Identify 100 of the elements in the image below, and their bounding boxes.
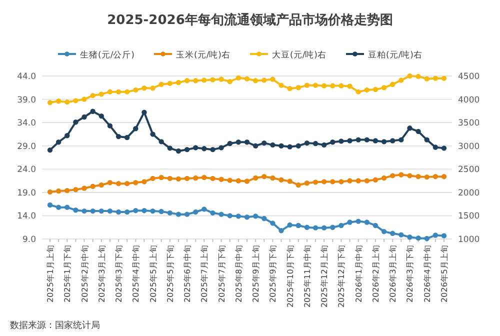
point <box>133 126 138 132</box>
point <box>432 144 438 150</box>
point <box>124 209 130 215</box>
point <box>270 142 276 148</box>
point <box>347 220 352 225</box>
point <box>441 76 447 81</box>
source-note: 数据来源：国家统计局 <box>10 320 100 331</box>
x-tick-label: 2025年2月中旬 <box>80 245 90 302</box>
point <box>278 228 284 234</box>
point <box>142 110 147 115</box>
point <box>73 120 78 125</box>
point <box>210 210 216 216</box>
point <box>372 222 378 228</box>
legend-label: 玉米(元/吨)右 <box>176 50 230 60</box>
point <box>321 142 327 148</box>
point <box>398 78 404 83</box>
point <box>262 78 267 83</box>
point <box>356 218 361 224</box>
point <box>312 140 318 146</box>
point <box>202 174 207 180</box>
point <box>287 222 292 228</box>
point <box>98 113 104 119</box>
point <box>287 86 292 92</box>
point <box>116 134 122 140</box>
point <box>90 92 96 98</box>
y2-tick-label: 3500 <box>458 118 480 129</box>
point <box>124 89 130 94</box>
point <box>73 98 78 104</box>
point <box>47 202 53 208</box>
point <box>270 175 276 181</box>
point <box>133 208 138 214</box>
point <box>193 78 198 84</box>
point <box>416 174 421 180</box>
x-tick-label: 2025年5月下旬 <box>166 245 175 302</box>
point <box>296 222 301 228</box>
point <box>321 179 327 184</box>
x-tick-label: 2025年8月中旬 <box>234 245 244 302</box>
y2-tick-label: 1500 <box>458 212 480 222</box>
point <box>304 180 310 186</box>
point <box>262 140 267 146</box>
point <box>210 77 216 82</box>
point <box>202 78 207 83</box>
point <box>372 177 378 182</box>
point <box>441 174 447 180</box>
y-tick-label: 24.0 <box>17 165 36 176</box>
point <box>296 143 301 148</box>
legend-label: 生猪(元/公斤) <box>80 50 134 60</box>
point <box>304 82 310 88</box>
point <box>278 177 284 182</box>
legend-label: 豆粕(元/吨)右 <box>368 50 422 60</box>
point <box>64 188 70 194</box>
x-tick-label: 2025年7月下旬 <box>217 245 226 302</box>
point <box>184 212 190 217</box>
point <box>262 216 267 222</box>
point <box>82 208 87 214</box>
point <box>432 174 438 180</box>
point <box>372 86 378 92</box>
point <box>133 87 138 93</box>
point <box>56 98 62 104</box>
point <box>82 96 87 102</box>
point <box>82 114 87 120</box>
point <box>398 137 404 142</box>
point <box>98 92 104 97</box>
point <box>227 140 232 146</box>
point <box>347 138 352 144</box>
point <box>150 176 156 182</box>
point <box>321 83 327 88</box>
y2-tick-label: 3000 <box>458 142 480 152</box>
point <box>107 123 113 128</box>
point <box>270 76 276 82</box>
point <box>202 206 207 212</box>
y2-tick-label: 1000 <box>458 235 480 245</box>
point <box>338 222 344 228</box>
point <box>150 132 156 137</box>
point <box>236 214 242 219</box>
point <box>407 173 412 178</box>
point <box>218 176 224 182</box>
point <box>347 84 352 89</box>
point <box>56 188 62 194</box>
point <box>398 232 404 238</box>
point <box>356 89 361 94</box>
point <box>304 140 310 146</box>
point <box>252 143 258 148</box>
point <box>158 82 164 87</box>
point <box>167 176 173 182</box>
point <box>330 179 336 184</box>
point <box>424 76 430 82</box>
point <box>381 228 387 234</box>
point <box>236 140 242 145</box>
point <box>193 145 198 150</box>
point <box>372 138 378 144</box>
point <box>47 100 53 106</box>
point <box>381 139 387 144</box>
point <box>244 76 250 82</box>
legend-label: 大豆(元/吨)右 <box>272 50 326 60</box>
point <box>176 212 182 217</box>
point <box>184 176 190 182</box>
x-tick-label: 2025年12月上旬 <box>320 245 330 308</box>
point <box>407 126 412 131</box>
point <box>167 210 173 216</box>
